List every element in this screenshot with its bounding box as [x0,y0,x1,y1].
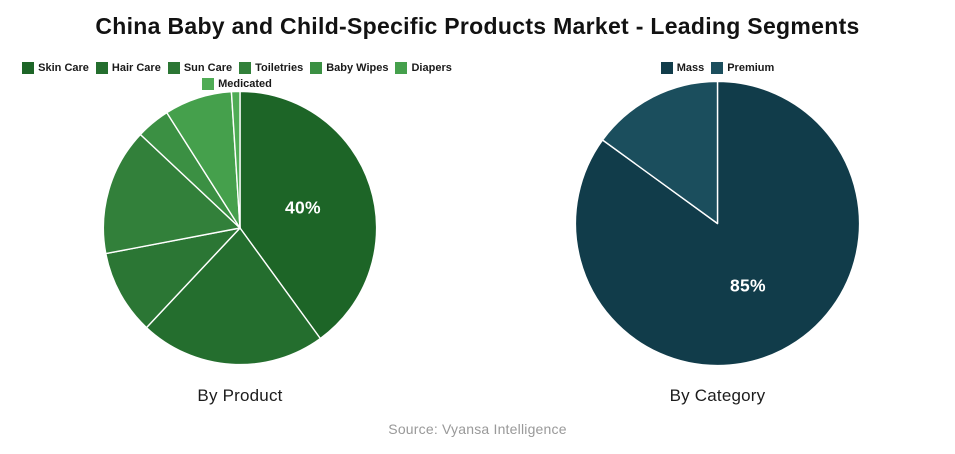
legend-swatch-icon [660,62,673,74]
legend-item-hair-care[interactable]: Hair Care [95,61,161,75]
pie-value-label-by-category: 85% [729,275,766,296]
legend-item-diapers[interactable]: Diapers [395,61,452,75]
legend-by-category: Mass Premium [545,61,890,75]
legend-label: Hair Care [111,62,161,74]
legend-item-sun-care[interactable]: Sun Care [167,61,233,75]
legend-item-toiletries[interactable]: Toiletries [239,61,303,75]
pie-slice-hair-care[interactable] [146,228,320,365]
legend-label: Diapers [411,62,452,74]
legend-swatch-icon [310,62,323,74]
legend-swatch-icon [239,62,252,74]
legend-label: Mass [676,62,705,74]
figure-title: China Baby and Child-Specific Products M… [95,13,860,39]
pie-slice-premium[interactable] [603,81,718,223]
legend-swatch-icon [95,62,108,74]
pie-slice-toiletries[interactable] [103,134,240,253]
legend-swatch-icon [22,62,35,74]
chart-subtitle-by-product: By Product [197,386,283,405]
pie-chart-by-product[interactable]: 40% [102,90,378,366]
legend-label: Skin Care [38,62,89,74]
legend-item-baby-wipes[interactable]: Baby Wipes [310,61,388,75]
pie-svg-by-product[interactable] [102,90,378,366]
legend-label: Premium [727,62,775,74]
legend-item-mass[interactable]: Mass [660,61,705,75]
chart-subtitle-by-category: By Category [669,386,766,405]
legend-swatch-icon [202,78,215,90]
pie-slice-skin-care[interactable] [240,91,377,338]
pie-chart-by-category[interactable]: 85% [574,80,861,367]
legend-item-skin-care[interactable]: Skin Care [22,61,89,75]
legend-by-product: Skin Care Hair Care Sun Care Toiletries Baby… [8,61,466,91]
legend-swatch-icon [167,62,180,74]
pie-slice-mass[interactable] [575,81,859,365]
legend-item-medicated[interactable]: Medicated [202,77,272,91]
pie-slice-sun-care[interactable] [106,228,240,328]
legend-label: Medicated [218,78,272,90]
legend-label: Sun Care [183,62,233,74]
legend-swatch-icon [395,62,408,74]
source-attribution: Source: Vyansa Intelligence [388,421,567,437]
legend-label: Toiletries [255,62,304,74]
legend-swatch-icon [711,62,724,74]
pie-slice-medicated[interactable] [231,91,240,228]
pie-svg-by-category[interactable] [574,80,861,367]
pie-value-label-by-product: 40% [284,197,321,218]
legend-label: Baby Wipes [326,62,389,74]
legend-item-premium[interactable]: Premium [711,61,774,75]
